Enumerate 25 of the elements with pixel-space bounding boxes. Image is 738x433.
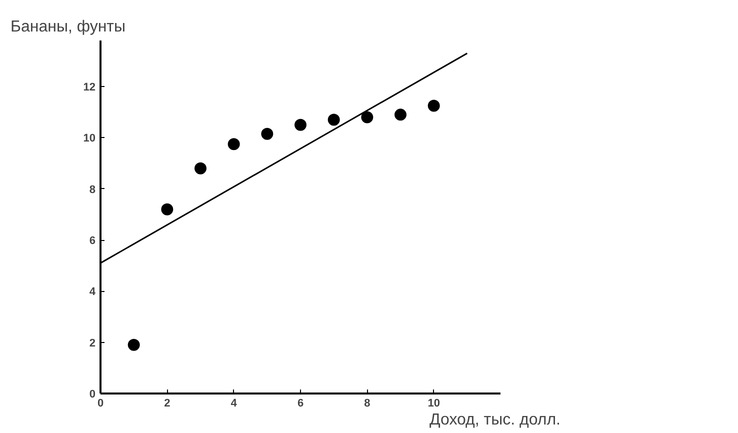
y-tick-label: 0 <box>89 388 96 400</box>
point <box>394 108 406 121</box>
point <box>161 203 174 216</box>
y-tick-label: 10 <box>83 132 96 145</box>
x-tick-label: 6 <box>297 398 304 410</box>
x-tick-label: 8 <box>364 398 370 410</box>
point <box>361 111 374 124</box>
y-tick-label: 8 <box>89 184 96 196</box>
y-tick-label: 4 <box>89 286 96 298</box>
y-tick-label: 6 <box>89 235 96 248</box>
y-axis-title: Бананы, фунты <box>10 18 126 36</box>
y-tick-label: 12 <box>83 82 96 94</box>
x-axis-title: Доход, тыс. долл. <box>429 412 560 428</box>
point <box>328 114 340 126</box>
point <box>428 100 440 112</box>
point <box>228 138 240 150</box>
point <box>194 162 206 174</box>
point <box>261 128 274 140</box>
point <box>128 338 140 351</box>
x-tick-label: 4 <box>230 398 238 410</box>
x-tick-label: 10 <box>428 398 440 410</box>
x-tick-label: 0 <box>97 398 104 410</box>
point <box>294 118 306 131</box>
y-tick-label: 2 <box>89 337 96 350</box>
x-tick-label: 2 <box>164 398 170 410</box>
